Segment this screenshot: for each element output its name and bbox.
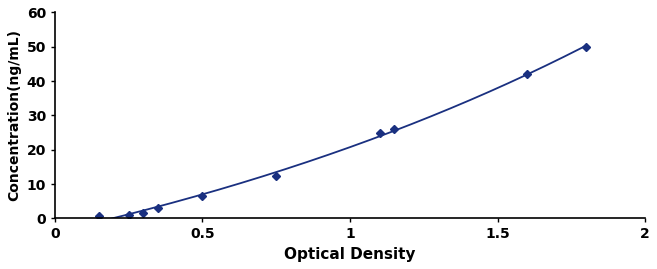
Y-axis label: Concentration(ng/mL): Concentration(ng/mL) [7,30,21,201]
X-axis label: Optical Density: Optical Density [284,247,416,262]
